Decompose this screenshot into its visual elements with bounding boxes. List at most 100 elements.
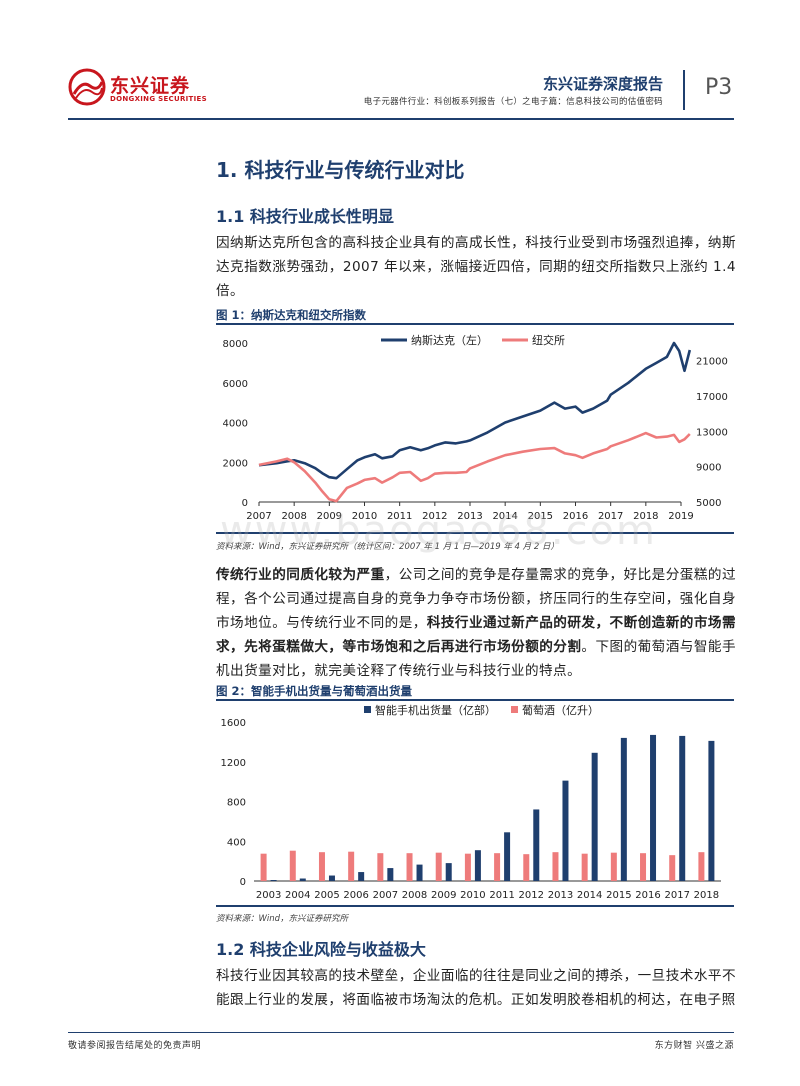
y-right-tick-label: 13000	[696, 427, 728, 438]
subsection-title: 1.2 科技企业风险与收益极大	[216, 940, 426, 959]
bar-smartphone	[533, 809, 540, 881]
x-tick-label: 2012	[519, 890, 544, 901]
x-tick-label: 2008	[281, 511, 306, 522]
report-subtitle: 电子元器件行业：科创板系列报告（七）之电子篇：信息科技公司的估值密码	[363, 97, 663, 107]
y-left-tick-label: 6000	[223, 379, 248, 390]
bar-smartphone	[620, 737, 627, 881]
bar-wine	[464, 853, 471, 881]
bar-wine	[581, 853, 588, 881]
logo-text: 东兴证券	[110, 75, 191, 97]
x-tick-label: 2015	[606, 890, 631, 901]
x-tick-label: 2018	[633, 511, 658, 522]
bar-wine	[494, 853, 501, 881]
x-tick-label: 2018	[694, 890, 719, 901]
x-tick-label: 2009	[317, 511, 342, 522]
y-left-tick-label: 2000	[223, 458, 248, 469]
series-line	[258, 341, 692, 480]
bar-smartphone	[708, 740, 715, 881]
text: ，公司之间的竞争是存量需求的竞争，好比是分蛋糕的过程，各个公司通过提高自身的竞争…	[216, 567, 736, 631]
bar-smartphone	[650, 734, 657, 881]
paragraph: 因纳斯达克所包含的高科技企业具有的高成长性，科技行业受到市场强烈追捧，纳斯达克指…	[216, 235, 736, 299]
x-tick-label: 2019	[668, 511, 693, 522]
legend-label: 纳斯达克（左）	[411, 334, 488, 347]
footer-disclaimer: 敬请参阅报告结尾处的免责声明	[68, 1041, 202, 1051]
y-tick-label: 1600	[221, 718, 246, 729]
bar-wine	[669, 855, 676, 881]
figure-rule	[216, 323, 734, 325]
bold-text: 科技行业通过新产品的研发，不断创造新的市场需求，先将蛋糕做大，等市场饱和之后再进…	[216, 615, 736, 655]
logo-icon	[68, 68, 106, 106]
figure-source: 资料来源：Wind，东兴证券研究所	[216, 914, 349, 924]
x-tick-label: 2011	[387, 511, 412, 522]
bar-smartphone	[328, 875, 335, 881]
header-divider	[683, 70, 685, 110]
legend-swatch	[511, 706, 518, 713]
x-tick-label: 2014	[492, 511, 517, 522]
bar-smartphone	[504, 832, 511, 881]
x-tick-label: 2010	[352, 511, 377, 522]
bar-chart: 0 400 800 1200 1600 2003 2004 2005 2006 2007 2008 2…	[221, 703, 721, 901]
bar-wine	[698, 852, 705, 881]
bar-smartphone	[416, 864, 423, 881]
bar-wine	[289, 850, 296, 881]
paragraph: 科技行业因其较高的技术壁垒，企业面临的往往是同业之间的搏杀，一旦技术水平不能跟上…	[216, 968, 736, 1008]
x-tick-label: 2014	[577, 890, 602, 901]
bar-wine	[610, 852, 617, 881]
bar-smartphone	[387, 868, 394, 881]
bar-wine	[348, 851, 355, 881]
x-tick-label: 2004	[285, 890, 310, 901]
text: 。下图的葡萄酒与智能手机出货量对比，就完美诠释了传统行业与科技行业的特点。	[216, 639, 736, 679]
bar-wine	[260, 853, 267, 881]
watermark: www.baogao68.com	[220, 508, 657, 554]
x-tick-label: 2013	[457, 511, 482, 522]
bar-wine	[552, 852, 559, 881]
x-tick-label: 2017	[598, 511, 623, 522]
bar-wine	[377, 853, 384, 881]
bar-smartphone	[270, 880, 277, 881]
y-right-tick-label: 5000	[696, 498, 721, 509]
figure-rule	[216, 905, 734, 907]
page-number: P3	[705, 75, 733, 100]
figure-rule	[216, 532, 734, 534]
bold-text: 传统行业的同质化较为严重	[216, 567, 385, 583]
figure-source: 资料来源：Wind，东兴证券研究所（统计区间：2007 年 1 月 1 日—20…	[216, 542, 559, 552]
figure-rule	[216, 699, 734, 701]
x-tick-label: 2016	[635, 890, 660, 901]
bar-wine	[406, 853, 413, 881]
subsection-title: 1.1 科技行业成长性明显	[216, 207, 394, 226]
x-tick-label: 2015	[528, 511, 553, 522]
x-tick-label: 2011	[489, 890, 514, 901]
y-tick-label: 0	[240, 877, 246, 888]
header-rule	[68, 118, 734, 120]
legend-swatch	[364, 706, 371, 713]
x-tick-label: 2005	[314, 890, 339, 901]
figure-title: 图 1：纳斯达克和纽交所指数	[216, 308, 367, 322]
y-right-tick-label: 17000	[696, 392, 728, 403]
x-tick-label: 2016	[563, 511, 588, 522]
legend-label: 智能手机出货量（亿部）	[375, 703, 496, 717]
y-tick-label: 800	[227, 798, 246, 809]
report-type: 东兴证券深度报告	[542, 75, 663, 93]
bar-wine	[318, 852, 325, 881]
x-tick-label: 2003	[256, 890, 281, 901]
x-tick-label: 2013	[548, 890, 573, 901]
bar-smartphone	[591, 752, 598, 881]
paragraph: 传统行业的同质化较为严重，公司之间的竞争是存量需求的竞争，好比是分蛋糕的过程，各…	[216, 563, 736, 683]
x-tick-label: 2007	[373, 890, 398, 901]
x-tick-label: 2010	[460, 890, 485, 901]
bar-wine	[523, 854, 530, 881]
x-tick-label: 2009	[431, 890, 456, 901]
x-tick-label: 2006	[343, 890, 368, 901]
section-title: 1. 科技行业与传统行业对比	[216, 158, 465, 182]
bar-smartphone	[562, 780, 569, 881]
bar-smartphone	[299, 878, 306, 881]
y-right-tick-label: 21000	[696, 357, 728, 368]
x-tick-label: 2007	[246, 511, 271, 522]
y-left-tick-label: 4000	[223, 419, 248, 430]
logo-text-en: DONGXING SECURITIES	[110, 95, 207, 103]
y-right-tick-label: 9000	[696, 463, 721, 474]
x-tick-label: 2012	[422, 511, 447, 522]
y-tick-label: 1200	[221, 758, 246, 769]
footer-rule	[68, 1032, 734, 1033]
figure-title: 图 2：智能手机出货量与葡萄酒出货量	[216, 684, 413, 698]
